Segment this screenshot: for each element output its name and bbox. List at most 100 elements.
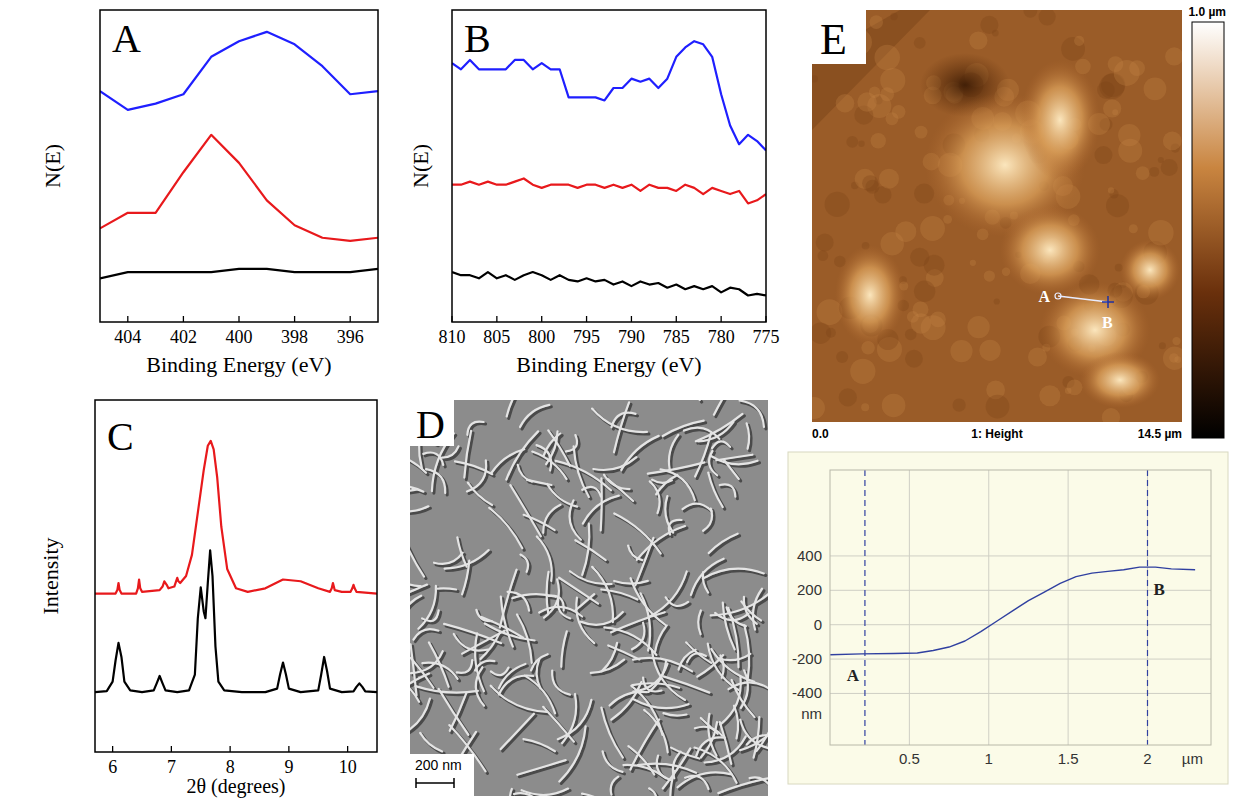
profile-background — [788, 452, 1228, 784]
afm-image — [812, 10, 1182, 422]
afm-grain — [886, 112, 899, 125]
sem-flake — [593, 457, 636, 470]
panel-letter: B — [464, 16, 491, 61]
scale-bar — [416, 778, 454, 788]
sem-flake — [648, 462, 705, 473]
data-line — [100, 269, 378, 278]
afm-grain — [1144, 78, 1167, 101]
sem-flake — [570, 571, 612, 584]
afm-grain — [869, 15, 883, 29]
sem-flake — [559, 726, 585, 781]
sem-flake — [410, 453, 426, 473]
afm-grain — [1165, 47, 1182, 65]
afm-grain — [1108, 187, 1114, 193]
scale-patch — [410, 754, 474, 796]
afm-grain — [1161, 159, 1178, 176]
sem-flake — [413, 629, 438, 640]
grid-line — [1068, 470, 1069, 745]
sem-flake — [468, 483, 492, 505]
grid-line — [988, 470, 989, 745]
afm-grain — [920, 216, 945, 241]
sem-image — [410, 400, 768, 796]
grid-line — [909, 470, 910, 745]
grid-line — [830, 693, 1211, 694]
panel-letter: C — [107, 414, 134, 459]
series-group — [95, 441, 377, 692]
tick-label: 400 — [226, 327, 253, 347]
sem-flake — [720, 655, 723, 677]
tick-mark — [127, 316, 128, 322]
afm-grain — [1159, 342, 1166, 349]
sem-flake — [523, 739, 555, 751]
tick-label: -200 — [792, 650, 822, 667]
tick-label: 402 — [170, 327, 197, 347]
afm-grain — [862, 175, 878, 191]
sem-shadow — [439, 590, 458, 591]
tick-label: 795 — [573, 327, 600, 347]
sem-flake — [703, 509, 712, 531]
sem-flake — [655, 625, 667, 651]
sem-flake — [422, 663, 457, 679]
sem-flake — [507, 400, 523, 416]
sem-flake — [580, 612, 622, 625]
sem-flake — [708, 644, 739, 690]
tick-mark — [229, 746, 230, 752]
axis-title: Binding Energy (eV) — [146, 352, 331, 377]
marker-line — [864, 470, 865, 745]
afm-grain — [984, 270, 995, 281]
afm-grain — [905, 350, 923, 368]
sem-flake — [491, 686, 547, 712]
sem-flake — [696, 737, 725, 756]
tick-label: 790 — [618, 327, 645, 347]
sem-flake — [501, 597, 513, 647]
sem-flake — [753, 589, 762, 630]
afm-grain — [1039, 10, 1056, 25]
sem-flake — [575, 594, 594, 610]
sem-flake — [574, 446, 589, 496]
sem-flake — [434, 553, 463, 564]
afm-grain — [907, 311, 919, 323]
sem-flake — [547, 572, 549, 613]
sem-flake — [601, 708, 622, 758]
sem-flake — [649, 788, 656, 796]
sem-flake — [684, 428, 719, 439]
afm-grain — [1102, 408, 1120, 422]
sem-flake — [663, 713, 686, 716]
data-line — [100, 135, 378, 241]
tick-label: 0.5 — [899, 750, 920, 767]
plot-frame — [830, 470, 1211, 745]
tick-label: 810 — [439, 327, 466, 347]
data-line — [95, 441, 377, 594]
sem-flake — [720, 722, 731, 764]
sem-flake — [631, 578, 666, 625]
panel-letter: E — [820, 15, 847, 64]
sem-shadow — [410, 491, 419, 507]
afm-grain — [836, 94, 855, 113]
sem-flake — [422, 610, 439, 621]
afm-grain — [825, 192, 850, 217]
afm-grain — [858, 141, 864, 147]
sem-flake — [467, 422, 483, 435]
chart-panel: 0.511.524002000-200-400nmµmAB — [788, 452, 1228, 784]
sem-flake — [464, 431, 471, 478]
sem-flake — [475, 661, 494, 671]
axis-title: Intensity — [38, 538, 63, 615]
afm-grain — [950, 340, 972, 362]
sem-flake — [628, 545, 642, 560]
sem-flake — [744, 625, 749, 680]
axis-title: nm — [801, 705, 822, 722]
afm-grain — [994, 298, 1000, 304]
sem-shadow — [616, 516, 662, 556]
tick-label: -400 — [792, 684, 822, 701]
afm-particle — [835, 245, 905, 345]
plot-frame — [452, 10, 766, 322]
panel-letter: D — [416, 402, 445, 447]
tick-mark — [765, 316, 766, 322]
sem-flake — [709, 534, 738, 553]
sem-flake — [644, 710, 668, 753]
sem-flake — [703, 569, 764, 579]
afm-grain — [914, 37, 926, 49]
afm-grain — [890, 13, 897, 20]
sem-flake — [723, 603, 735, 650]
sem-flake — [621, 436, 659, 470]
